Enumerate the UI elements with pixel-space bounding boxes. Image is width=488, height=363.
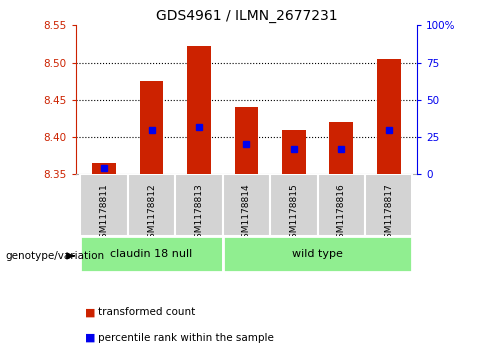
Bar bbox=[282, 130, 306, 174]
Bar bbox=[235, 107, 258, 174]
Text: GSM1178817: GSM1178817 bbox=[384, 183, 393, 244]
Text: wild type: wild type bbox=[292, 249, 343, 259]
Text: percentile rank within the sample: percentile rank within the sample bbox=[98, 333, 273, 343]
Bar bbox=[92, 163, 116, 174]
Bar bbox=[187, 45, 211, 174]
Text: GSM1178811: GSM1178811 bbox=[100, 183, 109, 244]
Text: GSM1178814: GSM1178814 bbox=[242, 183, 251, 244]
Bar bbox=[329, 122, 353, 174]
Bar bbox=[128, 174, 175, 236]
Text: claudin 18 null: claudin 18 null bbox=[110, 249, 193, 259]
Bar bbox=[377, 59, 401, 174]
Bar bbox=[81, 236, 223, 272]
Bar bbox=[270, 174, 318, 236]
Title: GDS4961 / ILMN_2677231: GDS4961 / ILMN_2677231 bbox=[156, 9, 337, 23]
Bar bbox=[365, 174, 412, 236]
Text: GSM1178815: GSM1178815 bbox=[289, 183, 298, 244]
Text: ■: ■ bbox=[85, 307, 96, 317]
Bar bbox=[140, 81, 163, 174]
Text: ■: ■ bbox=[85, 333, 96, 343]
Text: genotype/variation: genotype/variation bbox=[5, 251, 104, 261]
Text: GSM1178816: GSM1178816 bbox=[337, 183, 346, 244]
Text: transformed count: transformed count bbox=[98, 307, 195, 317]
Text: GSM1178812: GSM1178812 bbox=[147, 183, 156, 244]
Text: GSM1178813: GSM1178813 bbox=[195, 183, 203, 244]
Bar bbox=[223, 236, 412, 272]
Bar bbox=[81, 174, 128, 236]
Bar bbox=[318, 174, 365, 236]
Bar bbox=[223, 174, 270, 236]
Bar bbox=[175, 174, 223, 236]
